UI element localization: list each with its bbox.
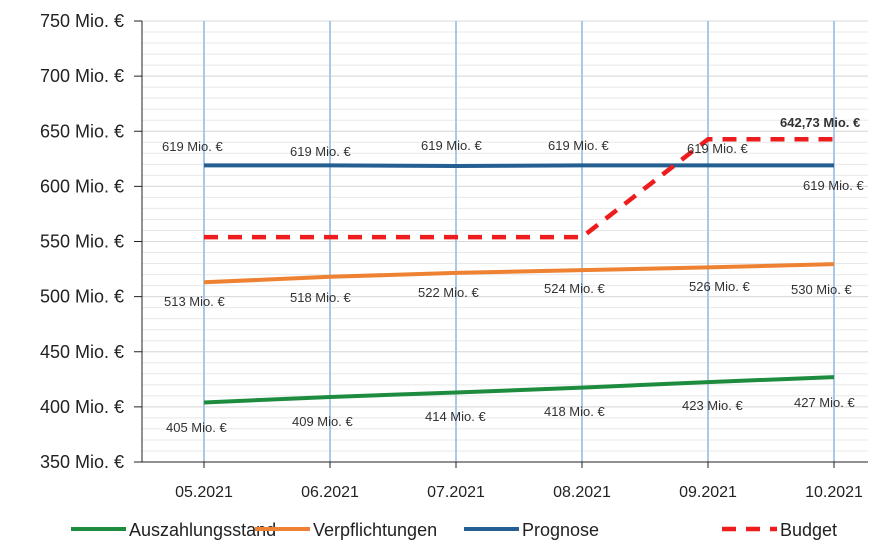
- y-tick-label: 750 Mio. €: [40, 11, 124, 31]
- data-label: 619 Mio. €: [548, 138, 609, 153]
- x-tick-label: 09.2021: [679, 484, 737, 501]
- y-tick-label: 350 Mio. €: [40, 452, 124, 472]
- series-line-prognose: [204, 163, 834, 168]
- data-label: 619 Mio. €: [803, 178, 864, 193]
- data-label: 414 Mio. €: [425, 409, 486, 424]
- series-line-budget: [204, 137, 834, 240]
- series-line-verpflichtungen: [203, 262, 835, 285]
- data-label: 513 Mio. €: [164, 294, 225, 309]
- data-label: 524 Mio. €: [544, 281, 605, 296]
- y-tick-label: 600 Mio. €: [40, 176, 124, 196]
- gridlines: [142, 20, 868, 462]
- data-label: 619 Mio. €: [290, 144, 351, 159]
- series-line-auszahlungsstand: [203, 375, 835, 405]
- data-label: 642,73 Mio. €: [780, 115, 860, 130]
- y-tick-label: 700 Mio. €: [40, 66, 124, 86]
- y-tick-label: 650 Mio. €: [40, 121, 124, 141]
- legend-label-auszahlungsstand: Auszahlungsstand: [129, 520, 276, 540]
- data-label: 619 Mio. €: [421, 138, 482, 153]
- legend-label-verpflichtungen: Verpflichtungen: [313, 520, 437, 540]
- y-tick-label: 400 Mio. €: [40, 397, 124, 417]
- data-label: 526 Mio. €: [689, 279, 750, 294]
- legend: Auszahlungsstand Verpflichtungen Prognose B…: [71, 520, 837, 540]
- data-label: 418 Mio. €: [544, 404, 605, 419]
- data-label: 619 Mio. €: [687, 141, 748, 156]
- data-label: 427 Mio. €: [794, 395, 855, 410]
- x-tick-label: 05.2021: [175, 484, 233, 501]
- x-tick-label: 10.2021: [805, 484, 863, 501]
- y-tick-label: 550 Mio. €: [40, 232, 124, 252]
- x-tick-label: 06.2021: [301, 484, 359, 501]
- legend-label-prognose: Prognose: [522, 520, 599, 540]
- legend-label-budget: Budget: [780, 520, 837, 540]
- data-label: 409 Mio. €: [292, 414, 353, 429]
- data-labels: 405 Mio. € 409 Mio. € 414 Mio. € 418 Mio. €…: [162, 115, 864, 435]
- data-label: 530 Mio. €: [791, 282, 852, 297]
- series-lines: [203, 137, 835, 405]
- y-tick-label: 500 Mio. €: [40, 287, 124, 307]
- x-tick-label: 08.2021: [553, 484, 611, 501]
- y-tick-label: 450 Mio. €: [40, 342, 124, 362]
- data-label: 522 Mio. €: [418, 285, 479, 300]
- data-label: 423 Mio. €: [682, 398, 743, 413]
- axes: 350 Mio. € 400 Mio. € 450 Mio. € 500 Mio. €…: [40, 11, 868, 501]
- data-label: 405 Mio. €: [166, 420, 227, 435]
- x-tick-label: 07.2021: [427, 484, 485, 501]
- data-label: 518 Mio. €: [290, 290, 351, 305]
- data-label: 619 Mio. €: [162, 139, 223, 154]
